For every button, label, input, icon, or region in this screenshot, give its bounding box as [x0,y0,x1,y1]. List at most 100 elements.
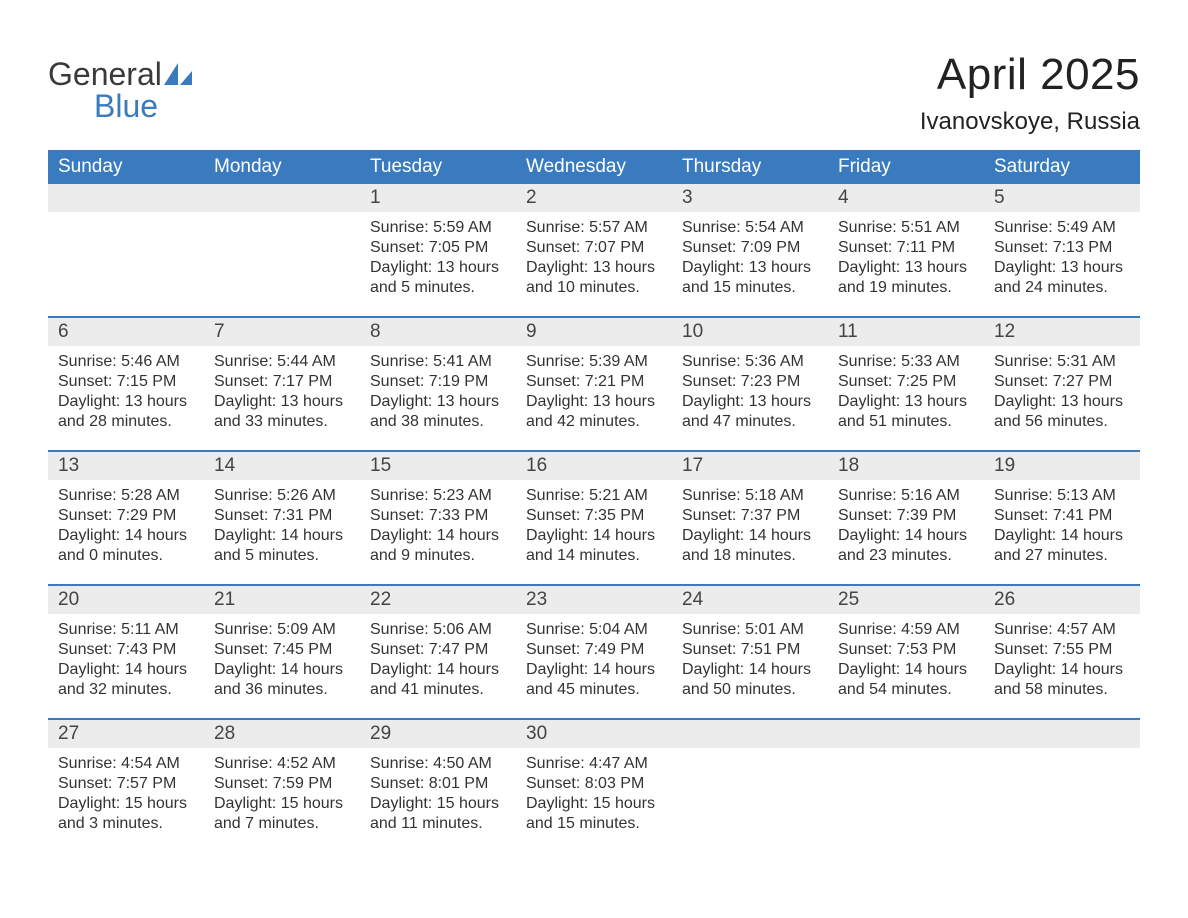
sunset-text: Sunset: 7:49 PM [526,640,662,660]
day-number: 7 [204,318,360,346]
week-row: 13141516171819Sunrise: 5:28 AMSunset: 7:… [48,450,1140,566]
day-number: 28 [204,720,360,748]
sunset-text: Sunset: 7:05 PM [370,238,506,258]
daylight-text: Daylight: 13 hours and 10 minutes. [526,258,662,298]
day-cell: Sunrise: 5:28 AMSunset: 7:29 PMDaylight:… [48,480,204,566]
weekday-header: Saturday [984,150,1140,184]
day-number [48,184,204,212]
sunset-text: Sunset: 7:07 PM [526,238,662,258]
sunrise-text: Sunrise: 5:49 AM [994,218,1130,238]
day-cell: Sunrise: 5:36 AMSunset: 7:23 PMDaylight:… [672,346,828,432]
sunset-text: Sunset: 7:47 PM [370,640,506,660]
cells-row: Sunrise: 5:11 AMSunset: 7:43 PMDaylight:… [48,614,1140,700]
sunrise-text: Sunrise: 4:57 AM [994,620,1130,640]
day-number: 6 [48,318,204,346]
sunrise-text: Sunrise: 5:36 AM [682,352,818,372]
day-cell: Sunrise: 5:39 AMSunset: 7:21 PMDaylight:… [516,346,672,432]
sunrise-text: Sunrise: 5:41 AM [370,352,506,372]
day-number: 11 [828,318,984,346]
day-cell [672,748,828,834]
sunset-text: Sunset: 7:31 PM [214,506,350,526]
sunset-text: Sunset: 7:35 PM [526,506,662,526]
sunrise-text: Sunrise: 5:21 AM [526,486,662,506]
sunset-text: Sunset: 7:17 PM [214,372,350,392]
daylight-text: Daylight: 13 hours and 38 minutes. [370,392,506,432]
day-cell [48,212,204,298]
day-cell: Sunrise: 5:31 AMSunset: 7:27 PMDaylight:… [984,346,1140,432]
sunrise-text: Sunrise: 5:26 AM [214,486,350,506]
page: General Blue April 2025 Ivanovskoye, Rus… [0,0,1188,834]
sunset-text: Sunset: 7:43 PM [58,640,194,660]
day-number [204,184,360,212]
logo-text: General Blue [48,58,192,122]
sunrise-text: Sunrise: 4:59 AM [838,620,974,640]
sunset-text: Sunset: 7:25 PM [838,372,974,392]
week-row: 27282930Sunrise: 4:54 AMSunset: 7:57 PMD… [48,718,1140,834]
daylight-text: Daylight: 13 hours and 51 minutes. [838,392,974,432]
day-cell: Sunrise: 5:23 AMSunset: 7:33 PMDaylight:… [360,480,516,566]
day-number: 23 [516,586,672,614]
sunset-text: Sunset: 7:51 PM [682,640,818,660]
header: General Blue April 2025 Ivanovskoye, Rus… [48,50,1140,136]
day-number: 1 [360,184,516,212]
day-cell: Sunrise: 4:59 AMSunset: 7:53 PMDaylight:… [828,614,984,700]
daynum-strip: 27282930 [48,720,1140,748]
daylight-text: Daylight: 13 hours and 28 minutes. [58,392,194,432]
day-number [672,720,828,748]
daylight-text: Daylight: 15 hours and 15 minutes. [526,794,662,834]
daylight-text: Daylight: 13 hours and 33 minutes. [214,392,350,432]
day-cell: Sunrise: 5:51 AMSunset: 7:11 PMDaylight:… [828,212,984,298]
daylight-text: Daylight: 14 hours and 50 minutes. [682,660,818,700]
day-cell: Sunrise: 5:18 AMSunset: 7:37 PMDaylight:… [672,480,828,566]
weekday-header-row: Sunday Monday Tuesday Wednesday Thursday… [48,150,1140,184]
daylight-text: Daylight: 14 hours and 9 minutes. [370,526,506,566]
daylight-text: Daylight: 14 hours and 36 minutes. [214,660,350,700]
daynum-strip: 20212223242526 [48,586,1140,614]
sunrise-text: Sunrise: 5:46 AM [58,352,194,372]
sunset-text: Sunset: 7:19 PM [370,372,506,392]
week-row: 20212223242526Sunrise: 5:11 AMSunset: 7:… [48,584,1140,700]
day-cell: Sunrise: 5:21 AMSunset: 7:35 PMDaylight:… [516,480,672,566]
cells-row: Sunrise: 4:54 AMSunset: 7:57 PMDaylight:… [48,748,1140,834]
daynum-strip: 6789101112 [48,318,1140,346]
sunset-text: Sunset: 8:03 PM [526,774,662,794]
weekday-header: Monday [204,150,360,184]
sunset-text: Sunset: 7:55 PM [994,640,1130,660]
day-number: 5 [984,184,1140,212]
day-number: 12 [984,318,1140,346]
daylight-text: Daylight: 14 hours and 14 minutes. [526,526,662,566]
day-cell [828,748,984,834]
cells-row: Sunrise: 5:59 AMSunset: 7:05 PMDaylight:… [48,212,1140,298]
day-cell [984,748,1140,834]
day-cell: Sunrise: 5:11 AMSunset: 7:43 PMDaylight:… [48,614,204,700]
weekday-header: Friday [828,150,984,184]
weekday-header: Tuesday [360,150,516,184]
sunrise-text: Sunrise: 5:01 AM [682,620,818,640]
day-number: 30 [516,720,672,748]
sunset-text: Sunset: 7:13 PM [994,238,1130,258]
sunset-text: Sunset: 7:23 PM [682,372,818,392]
daylight-text: Daylight: 14 hours and 23 minutes. [838,526,974,566]
day-number: 25 [828,586,984,614]
day-cell: Sunrise: 5:54 AMSunset: 7:09 PMDaylight:… [672,212,828,298]
day-cell: Sunrise: 5:33 AMSunset: 7:25 PMDaylight:… [828,346,984,432]
sunrise-text: Sunrise: 5:16 AM [838,486,974,506]
day-cell: Sunrise: 5:59 AMSunset: 7:05 PMDaylight:… [360,212,516,298]
sunrise-text: Sunrise: 4:47 AM [526,754,662,774]
daylight-text: Daylight: 13 hours and 15 minutes. [682,258,818,298]
daylight-text: Daylight: 14 hours and 0 minutes. [58,526,194,566]
sunset-text: Sunset: 7:37 PM [682,506,818,526]
day-cell: Sunrise: 4:52 AMSunset: 7:59 PMDaylight:… [204,748,360,834]
sunset-text: Sunset: 8:01 PM [370,774,506,794]
day-number: 18 [828,452,984,480]
day-number: 24 [672,586,828,614]
day-cell: Sunrise: 4:54 AMSunset: 7:57 PMDaylight:… [48,748,204,834]
sunrise-text: Sunrise: 5:23 AM [370,486,506,506]
month-title: April 2025 [920,50,1140,100]
day-number: 2 [516,184,672,212]
day-cell: Sunrise: 5:09 AMSunset: 7:45 PMDaylight:… [204,614,360,700]
sunrise-text: Sunrise: 4:52 AM [214,754,350,774]
daylight-text: Daylight: 13 hours and 24 minutes. [994,258,1130,298]
day-number: 22 [360,586,516,614]
daylight-text: Daylight: 15 hours and 7 minutes. [214,794,350,834]
